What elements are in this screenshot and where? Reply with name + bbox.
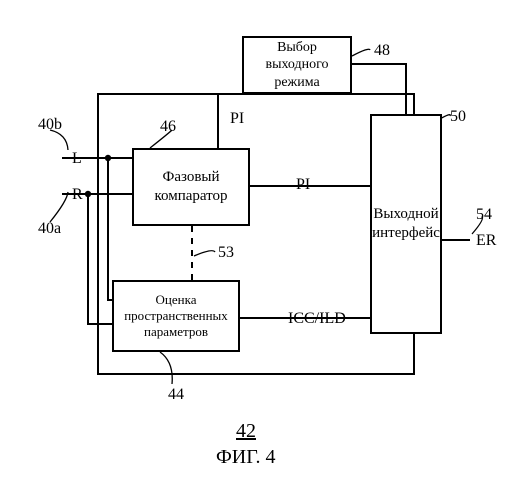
block-spatial-estimator: Оценкапространственныхпараметров	[112, 280, 240, 352]
block-output-interface: Выходнойинтерфейс	[370, 114, 442, 334]
caption-number: 42	[236, 420, 256, 443]
refnum-48: 48	[374, 42, 390, 60]
refnum-46: 46	[160, 118, 176, 136]
refnum-40a: 40a	[38, 220, 61, 238]
signal-label-ICC: ICC/ILD	[288, 310, 346, 328]
caption-label: ФИГ. 4	[216, 446, 276, 469]
diagram-canvas: Выборвыходногорежима Фазовыйкомпаратор О…	[0, 0, 512, 500]
signal-label-PI-mid: PI	[296, 176, 310, 194]
signal-label-PI-top: PI	[230, 110, 244, 128]
refnum-54: 54	[476, 206, 492, 224]
signal-label-L: L	[72, 150, 82, 168]
refnum-53: 53	[218, 244, 234, 262]
block-label: Выборвыходногорежима	[265, 39, 328, 92]
refnum-50: 50	[450, 108, 466, 126]
block-label: Оценкапространственныхпараметров	[124, 292, 228, 341]
block-phase-comparator: Фазовыйкомпаратор	[132, 148, 250, 226]
refnum-40b: 40b	[38, 116, 62, 134]
signal-label-ER: ER	[476, 232, 496, 250]
block-output-mode-select: Выборвыходногорежима	[242, 36, 352, 94]
signal-label-R: R	[72, 186, 83, 204]
block-label: Выходнойинтерфейс	[372, 205, 440, 243]
block-label: Фазовыйкомпаратор	[154, 168, 227, 206]
refnum-44: 44	[168, 386, 184, 404]
